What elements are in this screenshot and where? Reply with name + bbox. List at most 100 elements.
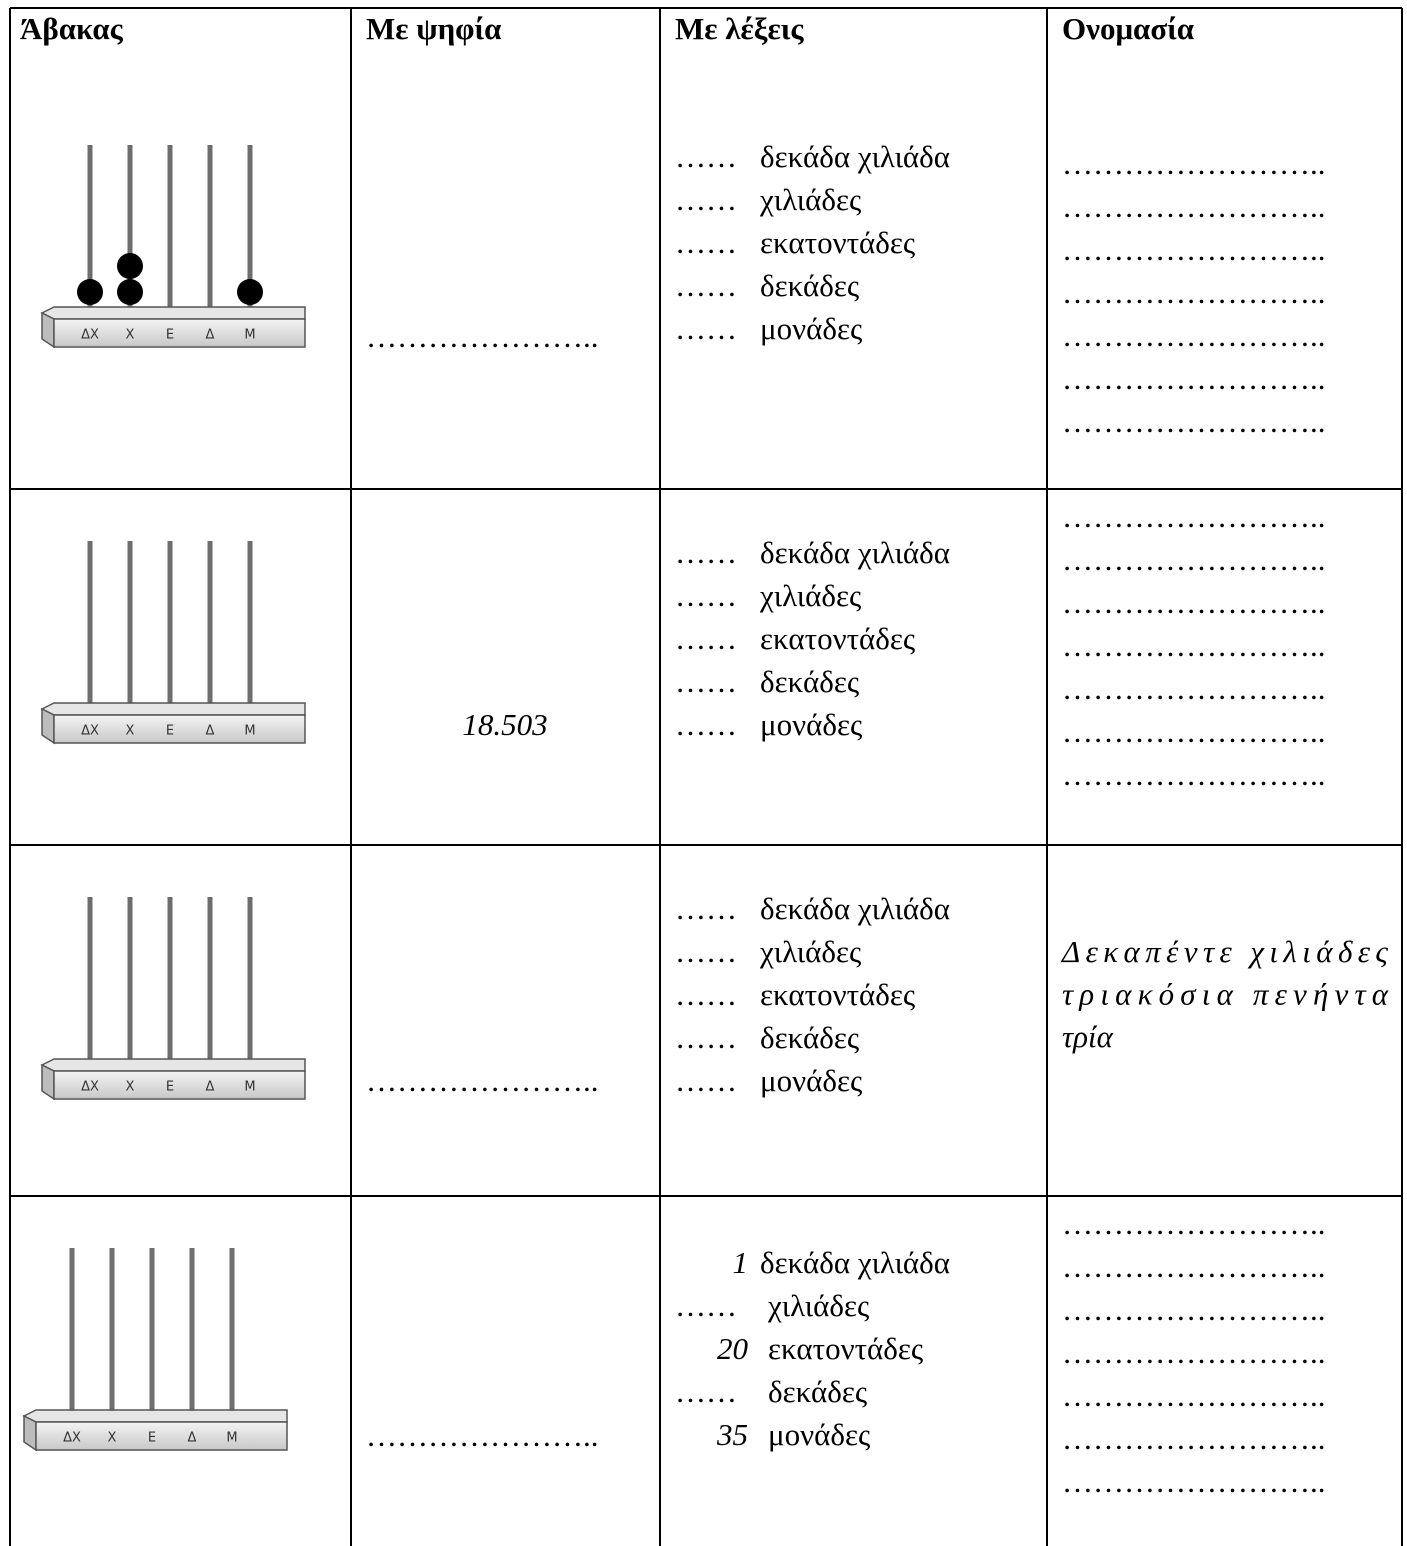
words-amount: …… — [675, 934, 737, 969]
abacus-base-front — [35, 1421, 288, 1451]
name-line: …………………….. — [1062, 1292, 1326, 1327]
words-unit: δεκάδες — [760, 664, 859, 699]
words-unit: δεκάδα χιλιάδα — [760, 1245, 950, 1280]
abacus-base-top — [40, 306, 306, 320]
column-header: Με ψηφία — [366, 11, 501, 46]
words-unit: δεκάδα χιλιάδα — [760, 535, 950, 570]
name-line: τρία — [1062, 1019, 1114, 1054]
words-amount: …… — [675, 311, 737, 346]
abacus-label: Ε — [148, 1431, 156, 1446]
abacus-bead — [117, 253, 143, 279]
words-amount: …… — [675, 535, 737, 570]
name-line: …………………….. — [1062, 714, 1326, 749]
abacus-label: Μ — [244, 1080, 255, 1095]
abacus-label: ΔΧ — [63, 1431, 81, 1446]
abacus-label: Ε — [166, 1080, 174, 1095]
abacus-label: Χ — [126, 724, 135, 739]
abacus-base-side — [41, 1063, 55, 1101]
name-line: …………………….. — [1062, 1335, 1326, 1370]
words-amount: …… — [675, 664, 737, 699]
abacus-label: Ε — [166, 724, 174, 739]
abacus-label: Ε — [166, 328, 174, 343]
column-header: Άβακας — [20, 11, 124, 46]
words-unit: εκατοντάδες — [768, 1331, 923, 1366]
name-line: Δεκαπέντε χιλιάδες — [1060, 934, 1388, 969]
abacus-base-side — [23, 1414, 37, 1452]
words-amount: …… — [675, 891, 737, 926]
words-amount: …… — [675, 621, 737, 656]
abacus-label: Δ — [206, 1080, 215, 1095]
abacus-label: Μ — [244, 724, 255, 739]
column-header: Ονομασία — [1062, 11, 1194, 46]
abacus-base-top — [22, 1409, 288, 1423]
name-line: …………………….. — [1062, 585, 1326, 620]
name-line: …………………….. — [1062, 146, 1326, 181]
name-line: …………………….. — [1062, 1206, 1326, 1241]
words-amount: …… — [675, 707, 737, 742]
words-amount: …… — [675, 977, 737, 1012]
words-amount: 35 — [716, 1417, 748, 1452]
words-amount: …… — [675, 139, 737, 174]
name-line: …………………….. — [1062, 189, 1326, 224]
name-line: …………………….. — [1062, 671, 1326, 706]
abacus-base-front — [53, 1070, 306, 1100]
words-amount: …… — [675, 578, 737, 613]
words-unit: χιλιάδες — [767, 1288, 869, 1323]
name-line: …………………….. — [1062, 1421, 1326, 1456]
words-unit: μονάδες — [768, 1417, 870, 1452]
abacus-label: Χ — [126, 1080, 135, 1095]
abacus-label: ΔΧ — [81, 328, 99, 343]
abacus-label: Μ — [244, 328, 255, 343]
digits-cell: 18.503 — [462, 707, 547, 742]
name-line: …………………….. — [1062, 628, 1326, 663]
name-line: …………………….. — [1062, 361, 1326, 396]
name-line: τριακόσια πενήντα — [1062, 977, 1389, 1012]
words-unit: μονάδες — [760, 707, 862, 742]
abacus-label: Δ — [188, 1431, 197, 1446]
name-line: …………………….. — [1062, 1378, 1326, 1413]
abacus-base-top — [40, 1058, 306, 1072]
name-line: …………………….. — [1062, 757, 1326, 792]
words-unit: μονάδες — [760, 311, 862, 346]
words-amount: …… — [675, 268, 737, 303]
abacus-label: Μ — [226, 1431, 237, 1446]
words-unit: δεκάδες — [768, 1374, 867, 1409]
name-line: …………………….. — [1062, 404, 1326, 439]
digits-cell: ………………….. — [366, 1418, 599, 1453]
name-line: …………………….. — [1062, 1464, 1326, 1499]
abacus-base-side — [41, 311, 55, 349]
words-unit: μονάδες — [760, 1063, 862, 1098]
words-amount: 20 — [717, 1331, 749, 1366]
words-unit: εκατοντάδες — [760, 977, 915, 1012]
words-amount: …… — [675, 182, 737, 217]
abacus-base-top — [40, 702, 306, 716]
words-unit: χιλιάδες — [759, 578, 861, 613]
words-unit: δεκάδες — [760, 268, 859, 303]
words-unit: χιλιάδες — [759, 182, 861, 217]
name-line: …………………….. — [1062, 232, 1326, 267]
words-amount: …… — [675, 225, 737, 260]
words-amount: …… — [675, 1020, 737, 1055]
digits-cell: ………………….. — [366, 1063, 599, 1098]
table-rules — [9, 7, 1403, 1546]
abacus-bead — [237, 279, 263, 305]
words-unit: δεκάδα χιλιάδα — [760, 139, 950, 174]
abacus-label: Δ — [206, 328, 215, 343]
words-amount: …… — [675, 1374, 737, 1409]
abacus-label: Δ — [206, 724, 215, 739]
abacus-bead — [117, 279, 143, 305]
abacus-base-front — [53, 318, 306, 348]
name-line: …………………….. — [1062, 542, 1326, 577]
words-unit: δεκάδα χιλιάδα — [760, 891, 950, 926]
words-amount: …… — [675, 1288, 737, 1323]
digits-cell: ………………….. — [366, 319, 599, 354]
words-unit: δεκάδες — [760, 1020, 859, 1055]
abacus-bead — [77, 279, 103, 305]
abacus-label: ΔΧ — [81, 724, 99, 739]
column-header: Με λέξεις — [675, 11, 804, 46]
words-unit: εκατοντάδες — [760, 621, 915, 656]
words-amount: 1 — [733, 1245, 749, 1280]
name-line: …………………….. — [1062, 318, 1326, 353]
name-line: …………………….. — [1062, 499, 1326, 534]
